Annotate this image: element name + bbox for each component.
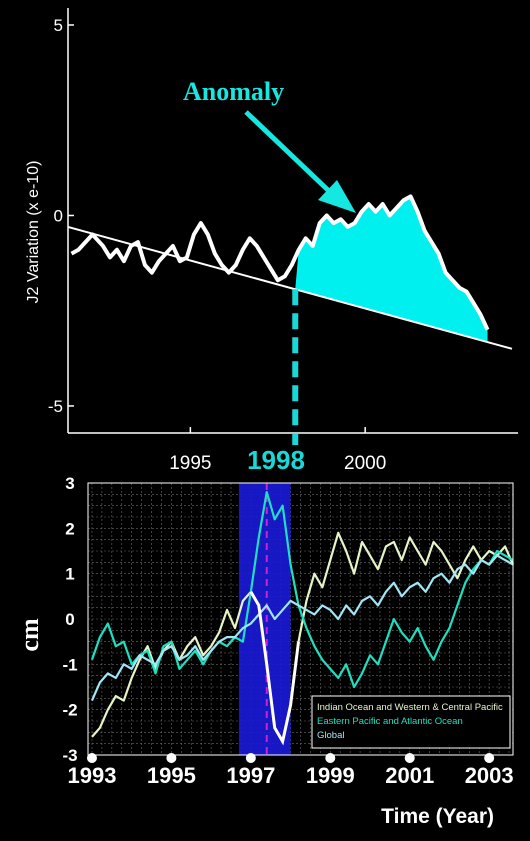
anomaly-fill [295, 196, 488, 343]
x-tick-label: 1995 [147, 763, 196, 788]
annotation-arrow [244, 110, 356, 213]
y-tick-label: 5 [54, 16, 63, 35]
y-tick-label: 0 [65, 610, 74, 629]
j2-series-line [70, 194, 490, 331]
series-line-2 [90, 554, 514, 702]
x-tick-dot [245, 753, 256, 763]
y-tick-label: 1 [65, 565, 74, 584]
x-tick-dot [86, 753, 97, 763]
y-tick-label: -1 [62, 655, 77, 674]
top-axes [67, 8, 518, 434]
x-tick-dot [484, 753, 495, 763]
legend-entry: Global [317, 730, 344, 741]
y-tick-label: -3 [62, 746, 77, 765]
legend: Indian Ocean and Western & Central Pacif… [311, 695, 511, 749]
y-tick-label: 3 [65, 474, 74, 493]
anomaly-annotation: Anomaly [183, 77, 284, 106]
x-tick-label: 2000 [344, 453, 386, 470]
x-axis-label: Time (Year) [381, 805, 494, 828]
x-tick-label: 2001 [385, 763, 434, 788]
x-tick-dot [166, 753, 177, 763]
y-tick-label: 2 [65, 519, 74, 538]
highlight-year-label: 1998 [247, 445, 305, 470]
x-tick-dot [404, 753, 415, 763]
trend-line [67, 225, 513, 350]
series-lines [90, 490, 515, 746]
plot-frame [87, 482, 514, 756]
legend-box [311, 695, 511, 749]
x-tick-label: 1997 [226, 763, 275, 788]
y-tick-label: -2 [62, 701, 77, 720]
y-tick-label: -5 [48, 397, 63, 416]
band-highlight-line [249, 591, 301, 746]
x-tick-label: 1999 [306, 763, 355, 788]
series-line-1 [90, 490, 514, 689]
x-tick-label: 2003 [465, 763, 514, 788]
legend-entry: Indian Ocean and Western & Central Pacif… [317, 702, 503, 713]
y-axis-label: cm [15, 618, 44, 652]
legend-entry: Eastern Pacific and Atlantic Ocean [317, 716, 463, 727]
x-tick-dot [325, 753, 336, 763]
y-axis-label: J2 Variation (x e-10) [25, 161, 42, 304]
y-tick-label: 0 [54, 206, 63, 225]
top-tick-labels: 5 0 -5 1995 2000 [48, 16, 386, 470]
x-tick-label: 1993 [67, 763, 116, 788]
x-tick-label: 1995 [169, 453, 211, 470]
